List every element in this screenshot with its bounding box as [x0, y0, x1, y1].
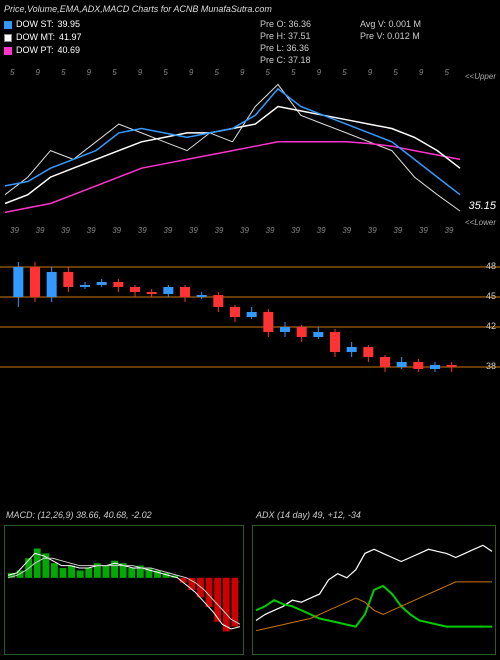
legend-block: DOW ST: 39.95 DOW MT: 41.97 DOW PT: 40.6…: [4, 18, 82, 57]
legend-pt: DOW PT: 40.69: [4, 44, 82, 57]
candle-chart: [0, 252, 500, 392]
legend-mt-swatch: [4, 34, 12, 42]
legend-mt: DOW MT: 41.97: [4, 31, 82, 44]
price-chart: [0, 80, 500, 230]
chart-title: Price,Volume,EMA,ADX,MACD Charts for ACN…: [4, 4, 272, 14]
macd-title: MACD: (12,26,9) 38.66, 40.68, -2.02: [6, 510, 152, 520]
legend-st-label: DOW ST:: [16, 18, 54, 31]
ohlc-info: Pre O: 36.36Pre H: 37.51Pre L: 36.36Pre …: [260, 18, 311, 66]
legend-pt-value: 40.69: [58, 44, 81, 57]
legend-st-swatch: [4, 21, 12, 29]
legend-mt-value: 41.97: [59, 31, 82, 44]
legend-st: DOW ST: 39.95: [4, 18, 82, 31]
macd-chart: [4, 525, 244, 655]
legend-pt-label: DOW PT:: [16, 44, 54, 57]
tick-row-upper: 595959595955959595: [0, 68, 500, 80]
adx-title: ADX (14 day) 49, +12, -34: [256, 510, 361, 520]
legend-mt-label: DOW MT:: [16, 31, 55, 44]
adx-chart: [252, 525, 496, 655]
legend-st-value: 39.95: [58, 18, 81, 31]
volume-info: Avg V: 0.001 MPre V: 0.012 M: [360, 18, 421, 42]
legend-pt-swatch: [4, 47, 12, 55]
